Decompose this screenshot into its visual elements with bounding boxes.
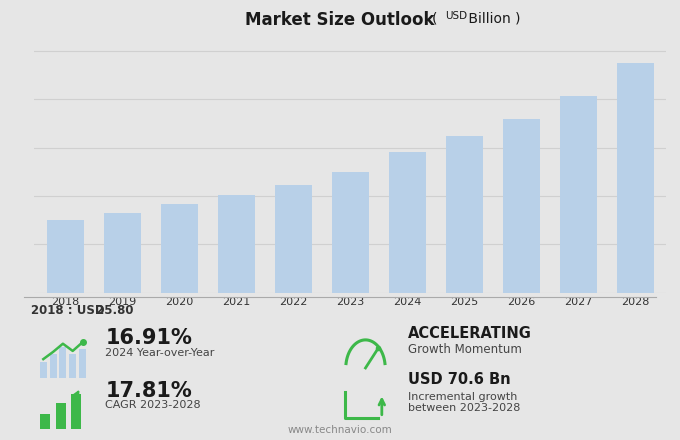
Text: Billion ): Billion ): [464, 11, 520, 25]
Bar: [79, 349, 86, 378]
Text: USD 70.6 Bn: USD 70.6 Bn: [408, 372, 511, 387]
Text: 25.80: 25.80: [92, 304, 133, 318]
Bar: [275, 185, 311, 293]
Text: Market Size Outlook: Market Size Outlook: [245, 11, 435, 29]
Text: (: (: [432, 11, 442, 25]
Text: 2018 : USD: 2018 : USD: [31, 304, 104, 318]
Bar: [503, 119, 540, 293]
Bar: [40, 414, 50, 429]
Bar: [560, 96, 596, 293]
Bar: [56, 403, 65, 429]
Text: Incremental growth
between 2023-2028: Incremental growth between 2023-2028: [408, 392, 520, 413]
Text: www.technavio.com: www.technavio.com: [288, 425, 392, 435]
Bar: [389, 151, 426, 293]
Bar: [50, 354, 56, 378]
Bar: [332, 172, 369, 293]
Text: 17.81%: 17.81%: [105, 381, 192, 400]
Text: ACCELERATING: ACCELERATING: [408, 326, 532, 341]
Bar: [69, 354, 76, 378]
Text: CAGR 2023-2028: CAGR 2023-2028: [105, 400, 201, 411]
Bar: [160, 204, 198, 293]
Text: Growth Momentum: Growth Momentum: [408, 343, 522, 356]
Bar: [40, 362, 47, 378]
Text: 16.91%: 16.91%: [105, 328, 192, 348]
Bar: [218, 195, 255, 293]
Text: 2024 Year-over-Year: 2024 Year-over-Year: [105, 348, 215, 358]
Bar: [71, 394, 81, 429]
Bar: [104, 213, 141, 293]
Bar: [47, 220, 84, 293]
Bar: [445, 136, 483, 293]
Bar: [59, 347, 67, 378]
Bar: [617, 62, 653, 293]
Text: USD: USD: [445, 11, 468, 21]
